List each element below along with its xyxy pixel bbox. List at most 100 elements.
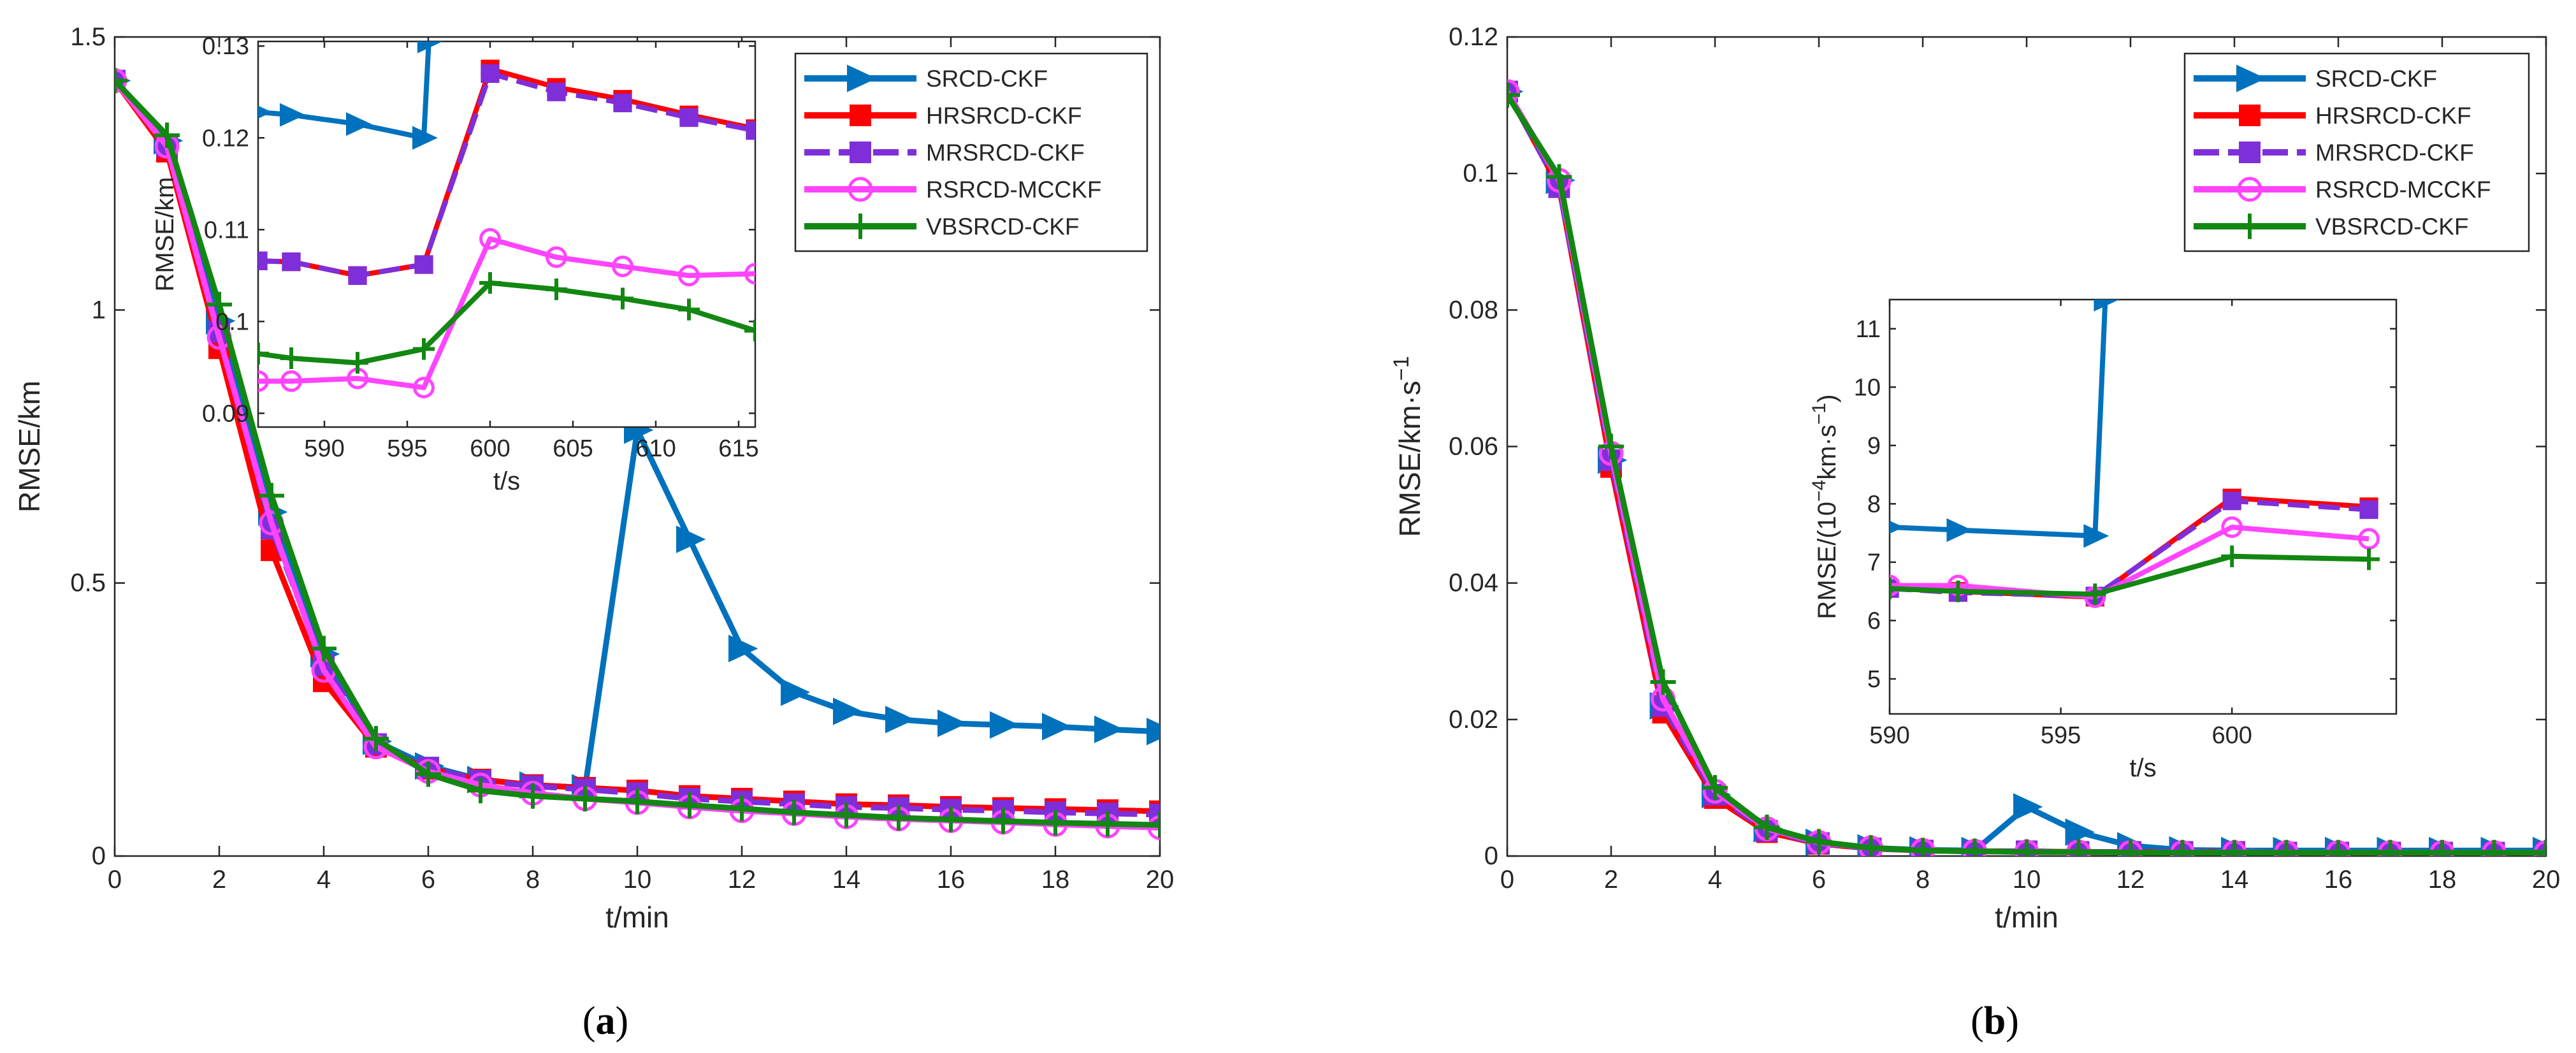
y-tick-label: 9 <box>1867 433 1881 460</box>
x-tick-label: 600 <box>470 435 510 462</box>
data-point <box>154 122 180 149</box>
legend-label: MRSRCD-CKF <box>2315 140 2474 166</box>
data-point <box>520 783 546 809</box>
data-point <box>2169 839 2196 856</box>
x-tick-label: 8 <box>1916 866 1930 894</box>
legend-swatch-marker <box>2239 105 2261 126</box>
series-rsrcd-mcckf <box>258 228 755 399</box>
y-tick-label: 0.09 <box>202 400 249 427</box>
y-tick-label: 0.12 <box>202 125 249 152</box>
data-point <box>412 126 438 150</box>
data-point <box>1147 815 1160 840</box>
data-point <box>1043 810 1068 836</box>
data-point <box>1546 164 1572 190</box>
legend-swatch-marker <box>847 64 877 92</box>
data-point <box>2084 583 2106 606</box>
data-point <box>2533 839 2546 856</box>
data-point <box>481 64 500 84</box>
inset-frame <box>257 40 756 428</box>
data-point <box>1946 518 1972 542</box>
legend-label: VBSRCD-CKF <box>2315 214 2469 240</box>
y-axis-label: RMSE/km·s−1 <box>1389 356 1426 537</box>
inset-axes: 590 595 600 5 6 7 8 9 10 11 t/s RMSE/(10−4km·s−1) <box>1809 298 2398 782</box>
inset-y-axis-label-part: −1 <box>1809 403 1830 425</box>
data-point <box>1947 580 1969 602</box>
data-point <box>677 792 702 818</box>
x-tick-label: 595 <box>2041 722 2081 749</box>
data-point <box>678 298 700 321</box>
data-point <box>729 795 755 822</box>
data-point <box>547 82 566 101</box>
legend-label: VBSRCD-CKF <box>926 214 1080 240</box>
y-tick-label: 0 <box>92 842 106 870</box>
data-point <box>2094 300 2120 312</box>
legend: SRCD-CKF HRSRCD-CKF MRSRCD-CKF RSRCD-MCCKF V… <box>794 52 1148 252</box>
x-tick-label: 4 <box>317 866 331 894</box>
y-tick-label: 6 <box>1867 608 1881 635</box>
x-axis-label: t/min <box>605 901 669 934</box>
inset-y-axis-label-part: −4 <box>1809 480 1830 502</box>
data-point <box>1858 835 1884 856</box>
y-tick-label: 1 <box>92 296 106 324</box>
data-point <box>2014 839 2039 856</box>
y-tick-label: 0.1 <box>215 309 249 335</box>
y-axis-label-main: RMSE/km <box>13 381 46 512</box>
legend-swatch-marker <box>2237 214 2262 239</box>
panel-label-letter: b <box>1984 999 2006 1043</box>
data-point <box>258 105 272 119</box>
y-tick-label: 0.06 <box>1449 433 1498 461</box>
panel-label-close: ) <box>2006 999 2019 1043</box>
data-point <box>2481 839 2507 856</box>
data-point <box>417 41 443 54</box>
y-tick-label: 0.12 <box>1449 23 1498 51</box>
data-point <box>938 806 964 832</box>
x-tick-label: 12 <box>728 866 756 894</box>
y-tick-label: 10 <box>1854 374 1881 401</box>
data-point <box>416 761 441 787</box>
legend-swatch-marker <box>848 177 873 202</box>
data-point <box>1962 838 1988 856</box>
x-tick-label: 20 <box>1146 866 1175 894</box>
y-axis-label: RMSE/km <box>13 381 46 512</box>
data-point <box>2221 516 2243 538</box>
data-point <box>885 706 915 734</box>
data-point <box>1147 812 1160 838</box>
legend-item: MRSRCD-CKF <box>804 140 1085 166</box>
y-tick-label: 0.5 <box>70 569 106 597</box>
legend-item: SRCD-CKF <box>804 64 1048 92</box>
y-tick-label: 0.08 <box>1449 296 1498 324</box>
data-point <box>468 778 493 804</box>
data-point <box>781 678 811 706</box>
y-tick-label: 0.13 <box>202 33 249 60</box>
legend-item: SRCD-CKF <box>2194 64 2437 92</box>
x-tick-label: 6 <box>1812 866 1826 894</box>
x-tick-label: 2 <box>212 866 226 894</box>
y-tick-label: 7 <box>1867 549 1881 576</box>
x-tick-label: 600 <box>2211 722 2252 749</box>
series-vbsrcd-ckf <box>1507 82 2546 856</box>
inset-axes: 590 595 600 605 610 615 0.09 0.1 0.11 0.12 0.13 t/s… <box>151 33 759 495</box>
legend-label: HRSRCD-CKF <box>2315 103 2471 129</box>
data-point <box>363 725 389 752</box>
y-tick-label: 0.1 <box>1463 159 1498 187</box>
legend-item: RSRCD-MCCKF <box>2194 177 2491 203</box>
y-tick-label: 11 <box>1856 316 1881 343</box>
data-point <box>2326 839 2351 856</box>
x-tick-label: 18 <box>1041 866 1070 894</box>
data-point <box>1754 815 1780 841</box>
inset-y-axis-label-part: ) <box>1813 395 1841 403</box>
data-point <box>613 93 632 113</box>
data-point <box>886 805 911 831</box>
data-point <box>937 709 967 737</box>
legend-item: VBSRCD-CKF <box>2194 214 2469 240</box>
data-point <box>1598 433 1624 460</box>
x-tick-label: 12 <box>2117 866 2145 894</box>
legend-item: HRSRCD-CKF <box>2194 103 2471 129</box>
data-point <box>834 802 859 828</box>
legend-label: RSRCD-MCCKF <box>926 177 1101 203</box>
data-point <box>2273 839 2299 856</box>
data-point <box>282 252 301 272</box>
legend-swatch-marker <box>2237 177 2262 202</box>
data-point <box>728 634 758 663</box>
